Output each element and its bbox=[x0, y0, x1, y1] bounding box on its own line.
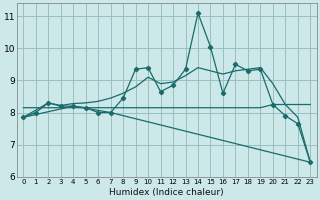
X-axis label: Humidex (Indice chaleur): Humidex (Indice chaleur) bbox=[109, 188, 224, 197]
